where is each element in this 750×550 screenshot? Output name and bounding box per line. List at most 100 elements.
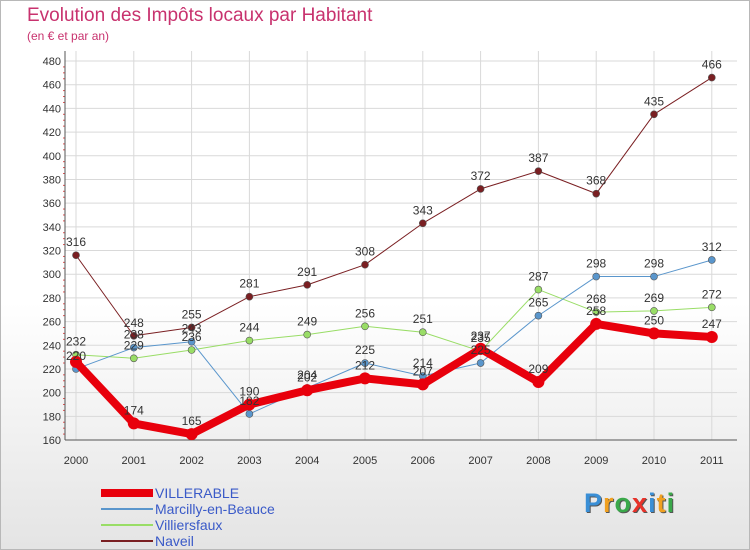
- data-point: [303, 281, 312, 289]
- data-label: 368: [586, 174, 606, 188]
- data-point: [416, 378, 429, 391]
- data-label: 287: [528, 270, 548, 284]
- data-label: 214: [413, 356, 433, 370]
- data-label: 316: [66, 235, 86, 249]
- data-label: 387: [528, 151, 548, 165]
- data-point: [707, 303, 716, 312]
- data-point: [532, 375, 545, 388]
- legend-swatch: [101, 489, 153, 497]
- data-label: 298: [644, 257, 664, 271]
- data-label: 244: [239, 321, 259, 335]
- data-label: 204: [297, 368, 317, 382]
- data-point: [187, 323, 196, 332]
- data-label: 232: [66, 335, 86, 349]
- data-label: 298: [586, 257, 606, 271]
- data-label: 235: [471, 331, 491, 345]
- data-label: 268: [586, 292, 606, 306]
- data-point: [359, 372, 371, 385]
- data-point: [72, 251, 80, 260]
- y-tick-label: 180: [43, 411, 61, 423]
- data-point: [127, 417, 140, 430]
- legend-swatch: [101, 508, 153, 510]
- x-tick-label: 2006: [411, 455, 435, 467]
- legend-label: Villiersfaux: [155, 517, 223, 533]
- series-line-naveil: [75, 77, 713, 337]
- y-tick-label: 380: [43, 174, 61, 186]
- data-label: 258: [586, 304, 606, 318]
- data-label: 312: [702, 240, 722, 254]
- y-tick-label: 340: [43, 222, 61, 234]
- y-tick-label: 480: [43, 56, 61, 68]
- data-label: 466: [702, 58, 722, 72]
- series-line-marcilly-en-beauce: [75, 259, 713, 415]
- x-tick-label: 2011: [700, 455, 724, 467]
- x-tick-label: 2007: [468, 455, 492, 467]
- data-point: [707, 256, 716, 264]
- data-point: [476, 185, 485, 193]
- data-label: 256: [355, 306, 375, 320]
- data-point: [245, 410, 254, 418]
- data-label: 308: [355, 245, 375, 259]
- data-point: [245, 336, 254, 345]
- data-label: 251: [413, 312, 433, 326]
- data-label: 165: [182, 414, 202, 428]
- y-tick-label: 400: [43, 151, 61, 163]
- y-tick-label: 460: [43, 80, 61, 92]
- y-tick-label: 280: [43, 293, 61, 305]
- data-label: 281: [239, 277, 259, 291]
- data-point: [418, 328, 427, 337]
- data-label: 249: [297, 315, 317, 329]
- series-line-villerable: [72, 319, 716, 439]
- data-label: 372: [471, 169, 491, 183]
- logo-letter: x: [632, 488, 649, 518]
- data-label: 209: [528, 362, 548, 376]
- x-tick-label: 2009: [584, 455, 608, 467]
- data-label: 265: [528, 296, 548, 310]
- logo-letter: i: [666, 488, 676, 518]
- data-point: [361, 260, 369, 269]
- y-tick-label: 240: [43, 340, 61, 352]
- data-label: 343: [413, 203, 433, 217]
- data-label: 238: [124, 328, 144, 342]
- data-label: 269: [644, 291, 664, 305]
- y-tick-label: 420: [43, 127, 61, 139]
- data-point: [476, 359, 485, 367]
- data-point: [70, 355, 82, 368]
- data-label: 220: [66, 349, 86, 363]
- y-tick-label: 260: [43, 317, 61, 329]
- data-point: [187, 346, 196, 354]
- y-tick-label: 300: [43, 269, 61, 281]
- legend-label: Naveil: [155, 533, 194, 549]
- data-label: 243: [182, 322, 202, 336]
- x-tick-label: 2008: [526, 455, 550, 467]
- data-label: 237: [471, 329, 491, 343]
- legend-swatch: [101, 540, 153, 542]
- data-label: 212: [355, 358, 375, 372]
- data-label: 250: [644, 313, 664, 327]
- x-tick-label: 2000: [64, 455, 88, 467]
- data-point: [130, 331, 138, 340]
- data-point: [187, 337, 196, 346]
- data-label: 255: [182, 307, 202, 321]
- chart-title: Evolution des Impôts locaux par Habitant: [27, 5, 373, 26]
- logo-letter: o: [614, 488, 633, 518]
- data-point: [245, 292, 254, 301]
- data-point: [301, 384, 314, 397]
- data-point: [361, 322, 369, 331]
- logo-letter: i: [648, 488, 657, 518]
- data-label: 236: [182, 330, 202, 344]
- legend-swatch: [101, 524, 153, 526]
- y-tick-label: 160: [43, 435, 61, 447]
- data-point: [650, 110, 658, 119]
- proxiti-logo: Proxiti: [584, 488, 675, 519]
- data-label: 225: [355, 343, 375, 357]
- x-tick-label: 2005: [353, 455, 377, 467]
- x-tick-label: 2004: [295, 455, 319, 467]
- logo-letter: P: [584, 488, 604, 518]
- chart-subtitle: (en € et par an): [27, 29, 110, 43]
- y-tick-label: 440: [43, 103, 61, 115]
- y-tick-label: 200: [43, 388, 61, 400]
- x-tick-label: 2010: [642, 455, 666, 467]
- data-point: [592, 272, 601, 281]
- data-label: 182: [239, 394, 259, 408]
